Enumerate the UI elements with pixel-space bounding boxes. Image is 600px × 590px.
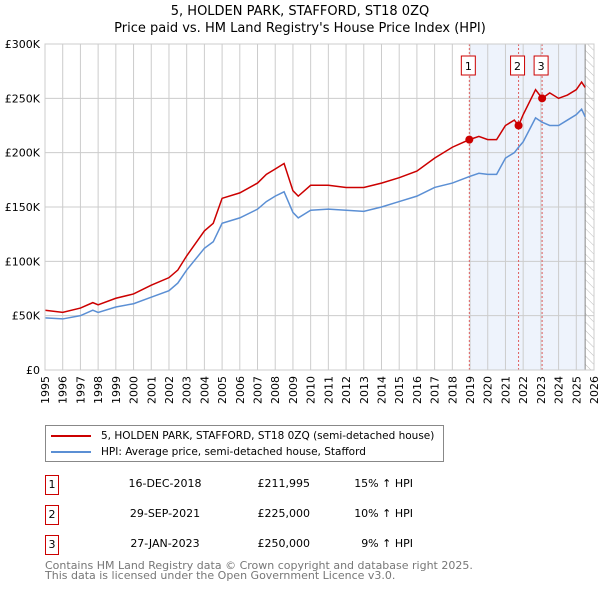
chart-title: 5, HOLDEN PARK, STAFFORD, ST18 0ZQ Price… bbox=[0, 3, 600, 37]
x-tick-label: 2014 bbox=[375, 376, 388, 404]
x-tick-label: 2021 bbox=[499, 376, 512, 404]
x-tick-label: 2020 bbox=[482, 376, 495, 404]
y-tick-label: £150K bbox=[5, 201, 41, 214]
x-tick-label: 2022 bbox=[517, 376, 530, 404]
x-tick-label: 2006 bbox=[234, 376, 247, 404]
sale-point bbox=[465, 135, 474, 144]
sale-label-box bbox=[510, 55, 526, 76]
x-tick-label: 2023 bbox=[535, 376, 548, 404]
x-tick-label: 2009 bbox=[287, 376, 300, 404]
sale-row: 2 29-SEP-2021 £225,000 10% ↑ HPI bbox=[45, 505, 465, 525]
y-tick-label: £50K bbox=[12, 310, 41, 323]
subtitle-line: Price paid vs. HM Land Registry's House … bbox=[114, 21, 486, 36]
x-tick-label: 2011 bbox=[322, 376, 335, 404]
sale-marker-box: 3 bbox=[45, 535, 59, 555]
plot-frame bbox=[44, 43, 595, 371]
y-tick-label: £300K bbox=[5, 38, 41, 51]
sale-point bbox=[514, 121, 523, 130]
legend-label: 5, HOLDEN PARK, STAFFORD, ST18 0ZQ (semi… bbox=[101, 430, 435, 442]
y-tick-label: £250K bbox=[5, 92, 41, 105]
sale-date: 29-SEP-2021 bbox=[129, 507, 201, 520]
sale-marker-box: 2 bbox=[45, 505, 59, 525]
legend-item-hpi: HPI: Average price, semi-detached house,… bbox=[51, 445, 366, 459]
legend-swatch-red bbox=[51, 435, 91, 437]
legend: 5, HOLDEN PARK, STAFFORD, ST18 0ZQ (semi… bbox=[45, 425, 444, 462]
x-tick-label: 2007 bbox=[252, 376, 265, 404]
series-line bbox=[44, 107, 586, 320]
x-tick-label: 2003 bbox=[181, 376, 194, 404]
x-tick-label: 2004 bbox=[198, 376, 211, 404]
sale-row: 1 16-DEC-2018 £211,995 15% ↑ HPI bbox=[45, 475, 465, 495]
x-tick-label: 1999 bbox=[110, 376, 123, 404]
series-line bbox=[44, 80, 586, 314]
x-tick-label: 2001 bbox=[145, 376, 158, 404]
sale-label: 3 bbox=[538, 60, 545, 73]
x-tick-label: 1997 bbox=[74, 376, 87, 404]
x-tick-label: 2016 bbox=[411, 376, 424, 404]
x-tick-label: 2002 bbox=[163, 376, 176, 404]
y-tick-label: £100K bbox=[5, 255, 41, 268]
x-tick-label: 2018 bbox=[446, 376, 459, 404]
footer-licence: This data is licensed under the Open Gov… bbox=[45, 569, 396, 582]
sale-label: 1 bbox=[465, 60, 472, 73]
sale-price: £250,000 bbox=[257, 537, 311, 550]
x-tick-label: 1995 bbox=[39, 376, 52, 404]
sale-point bbox=[538, 94, 547, 103]
x-tick-label: 2024 bbox=[553, 376, 566, 404]
sale-label: 2 bbox=[514, 60, 521, 73]
x-tick-label: 1996 bbox=[57, 376, 70, 404]
x-tick-label: 2012 bbox=[340, 376, 353, 404]
x-tick-label: 2010 bbox=[305, 376, 318, 404]
sale-hpi-diff: 9% ↑ HPI bbox=[361, 537, 413, 550]
x-tick-label: 2017 bbox=[429, 376, 442, 404]
footer: Contains HM Land Registry data © Crown c… bbox=[45, 559, 473, 582]
sale-label-box bbox=[533, 55, 549, 76]
x-tick-label: 2025 bbox=[570, 376, 583, 404]
x-tick-label: 2026 bbox=[588, 376, 600, 404]
sale-hpi-diff: 10% ↑ HPI bbox=[354, 507, 413, 520]
x-tick-label: 2000 bbox=[128, 376, 141, 404]
x-tick-label: 2019 bbox=[464, 376, 477, 404]
footer-copyright: Contains HM Land Registry data © Crown c… bbox=[45, 559, 473, 572]
x-tick-label: 2008 bbox=[269, 376, 282, 404]
sale-row: 3 27-JAN-2023 £250,000 9% ↑ HPI bbox=[45, 535, 465, 555]
y-tick-label: £200K bbox=[5, 147, 41, 160]
legend-label: HPI: Average price, semi-detached house,… bbox=[101, 446, 366, 458]
sale-marker-box: 1 bbox=[45, 475, 59, 495]
sale-date: 27-JAN-2023 bbox=[130, 537, 200, 550]
x-tick-label: 2005 bbox=[216, 376, 229, 404]
title-line: 5, HOLDEN PARK, STAFFORD, ST18 0ZQ bbox=[170, 4, 430, 19]
sale-date: 16-DEC-2018 bbox=[128, 477, 202, 490]
x-tick-label: 2015 bbox=[393, 376, 406, 404]
y-tick-label: £0 bbox=[26, 364, 40, 377]
sale-price: £225,000 bbox=[257, 507, 311, 520]
legend-item-property: 5, HOLDEN PARK, STAFFORD, ST18 0ZQ (semi… bbox=[51, 429, 434, 443]
sale-price: £211,995 bbox=[257, 477, 311, 490]
legend-swatch-blue bbox=[51, 451, 91, 453]
x-tick-label: 1998 bbox=[92, 376, 105, 404]
sale-label-box bbox=[460, 55, 476, 76]
x-tick-label: 2013 bbox=[358, 376, 371, 404]
sale-hpi-diff: 15% ↑ HPI bbox=[354, 477, 413, 490]
price-chart: 1995 1996 1997 1998 1999 2000 2001 2002 2003 2004… bbox=[5, 38, 600, 404]
